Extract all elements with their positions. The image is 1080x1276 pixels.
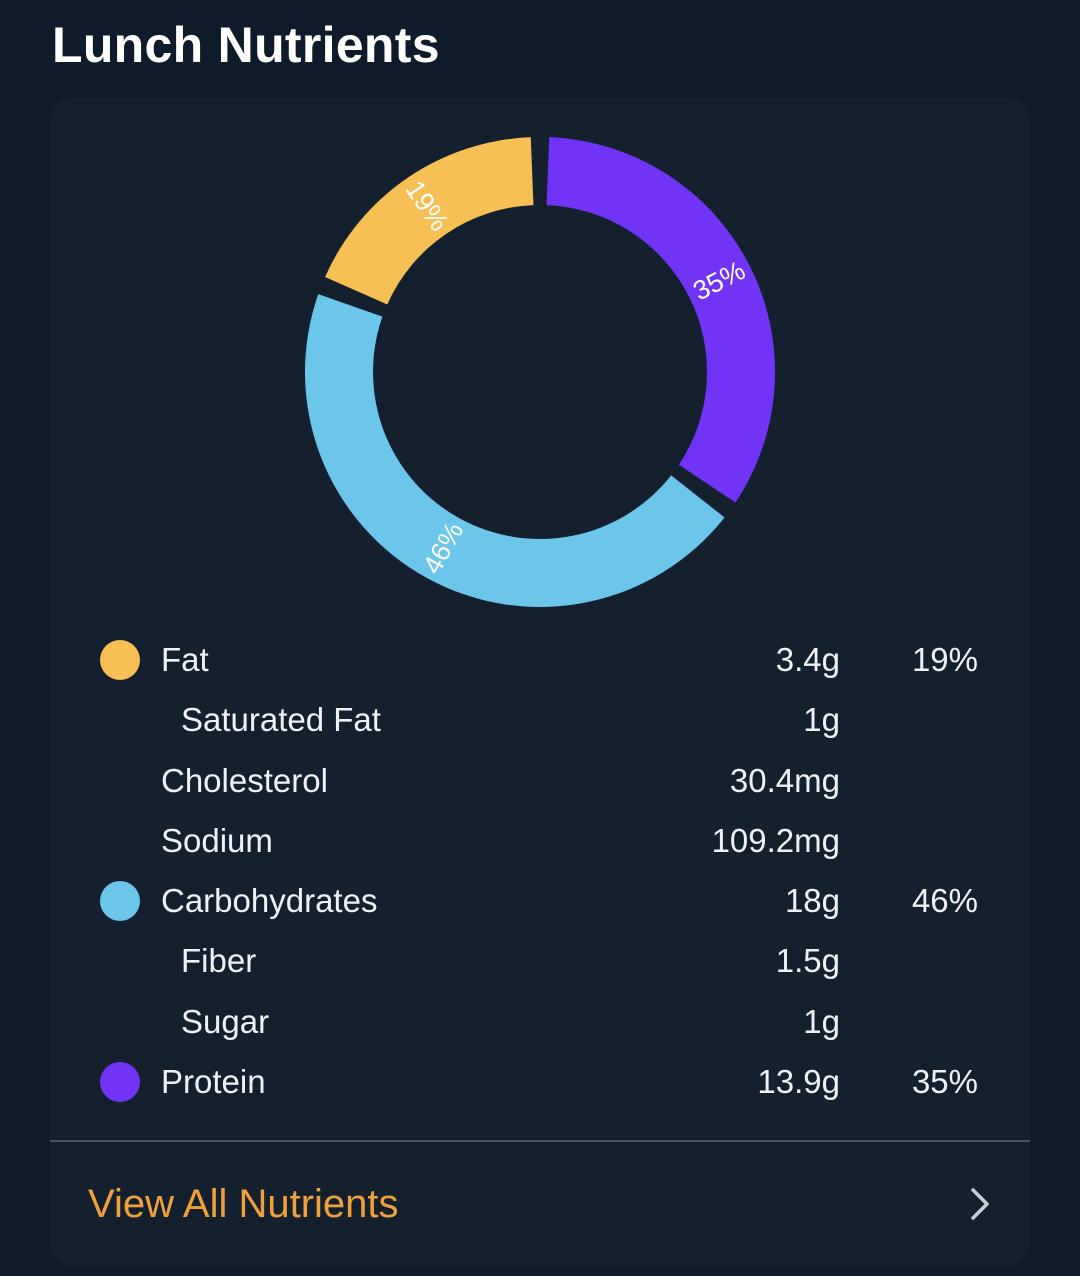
nutrient-label: Fat [161, 641, 209, 678]
donut-slice-carbohydrates [305, 294, 725, 607]
fat-color-dot [100, 640, 140, 680]
nutrient-row-carbohydrates: Carbohydrates 18g 46% [50, 871, 1030, 931]
nutrient-row-sugar: Sugar 1g [50, 992, 1030, 1052]
page-title: Lunch Nutrients [52, 17, 440, 73]
nutrient-label: Carbohydrates [161, 882, 378, 920]
nutrient-amount: 1g [803, 1002, 840, 1040]
nutrient-label: Protein [161, 1063, 266, 1101]
nutrient-percent: 46% [911, 882, 978, 920]
nutrient-percent: 19% [911, 641, 978, 678]
nutrient-amount: 13.9g [757, 1063, 840, 1101]
nutrient-row-fat: Fat 3.4g 19% [50, 630, 1030, 690]
nutrient-label: Saturated Fat [181, 701, 381, 739]
nutrient-amount: 3.4g [775, 641, 840, 678]
nutrient-amount: 18g [784, 882, 840, 920]
nutrient-row-protein: Protein 13.9g 35% [50, 1052, 1030, 1112]
protein-color-dot [100, 1062, 140, 1103]
nutrient-list: Fat 3.4g 19% Saturated Fat 1g Cholestero… [50, 630, 1030, 1112]
nutrient-label: Cholesterol [161, 761, 328, 799]
carbohydrates-color-dot [100, 881, 140, 922]
nutrient-donut-chart: 35%46%19% [305, 137, 775, 607]
nutrient-amount: 109.2mg [711, 821, 840, 859]
view-all-nutrients-label: View All Nutrients [88, 1182, 399, 1226]
nutrient-row-fiber: Fiber 1.5g [50, 931, 1030, 991]
divider [50, 1140, 1030, 1142]
nutrient-amount: 30.4mg [729, 761, 840, 799]
donut-slice-fat [325, 137, 534, 305]
chevron-right-icon [971, 1188, 989, 1220]
nutrients-card: 35% 46% 19% Fat 3.4g 19% Saturated Fat 1g … [50, 97, 1030, 1267]
donut-slice-protein [546, 137, 775, 503]
nutrient-label: Sugar [181, 1002, 270, 1040]
nutrient-row-saturated-fat: Saturated Fat 1g [50, 690, 1030, 750]
view-all-nutrients-link[interactable]: View All Nutrients [50, 1142, 1030, 1267]
nutrient-row-cholesterol: Cholesterol 30.4mg [50, 751, 1030, 811]
nutrient-label: Sodium [161, 821, 273, 859]
nutrient-row-sodium: Sodium 109.2mg [50, 811, 1030, 871]
nutrient-amount: 1g [803, 701, 840, 739]
nutrient-amount: 1.5g [775, 942, 840, 980]
nutrient-percent: 35% [911, 1063, 978, 1101]
nutrient-label: Fiber [181, 942, 257, 980]
